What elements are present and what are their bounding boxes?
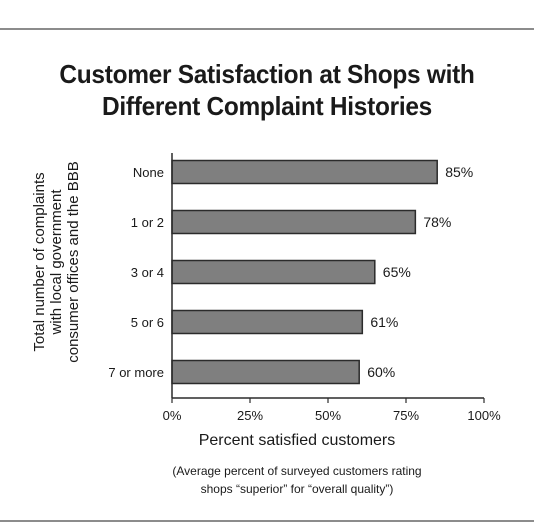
- data-label: 60%: [367, 364, 395, 380]
- x-axis-note: (Average percent of surveyed customers r…: [0, 462, 534, 498]
- chart-title: Customer Satisfaction at Shops with Diff…: [16, 58, 518, 122]
- y-axis-label: Total number of complaints with local gov…: [31, 161, 82, 363]
- top-rule: [0, 28, 534, 30]
- x-tick-label: 50%: [315, 408, 341, 423]
- category-label: 5 or 6: [131, 315, 164, 330]
- category-label: 7 or more: [108, 365, 164, 380]
- category-label: 3 or 4: [131, 265, 164, 280]
- chart-title-line-2: Different Complaint Histories: [102, 91, 432, 121]
- x-tick-label: 0%: [163, 408, 182, 423]
- x-axis-label: Percent satisfied customers: [198, 432, 396, 449]
- data-label: 65%: [383, 264, 411, 280]
- bar: [171, 159, 438, 185]
- y-axis-label-line: consumer offices and the BBB: [65, 161, 82, 363]
- bottom-rule: [0, 520, 534, 522]
- bar: [171, 309, 364, 335]
- data-label: 85%: [445, 164, 473, 180]
- x-tick-label: 25%: [237, 408, 263, 423]
- x-tick-label: 75%: [393, 408, 419, 423]
- y-axis-label-line: Total number of complaints: [31, 172, 48, 351]
- bar: [171, 259, 376, 285]
- bar: [171, 209, 417, 235]
- bar: [171, 359, 360, 385]
- chart-title-line-1: Customer Satisfaction at Shops with: [59, 59, 475, 89]
- category-label: 1 or 2: [131, 215, 164, 230]
- x-axis-note-line-2: shops “superior” for “overall quality”): [200, 482, 394, 496]
- data-label: 78%: [423, 214, 451, 230]
- x-axis-note-line-1: (Average percent of surveyed customers r…: [172, 464, 422, 478]
- x-tick-label: 100%: [467, 408, 501, 423]
- data-label: 61%: [370, 314, 398, 330]
- category-label: None: [133, 165, 164, 180]
- y-axis-label-line: with local government: [48, 189, 65, 336]
